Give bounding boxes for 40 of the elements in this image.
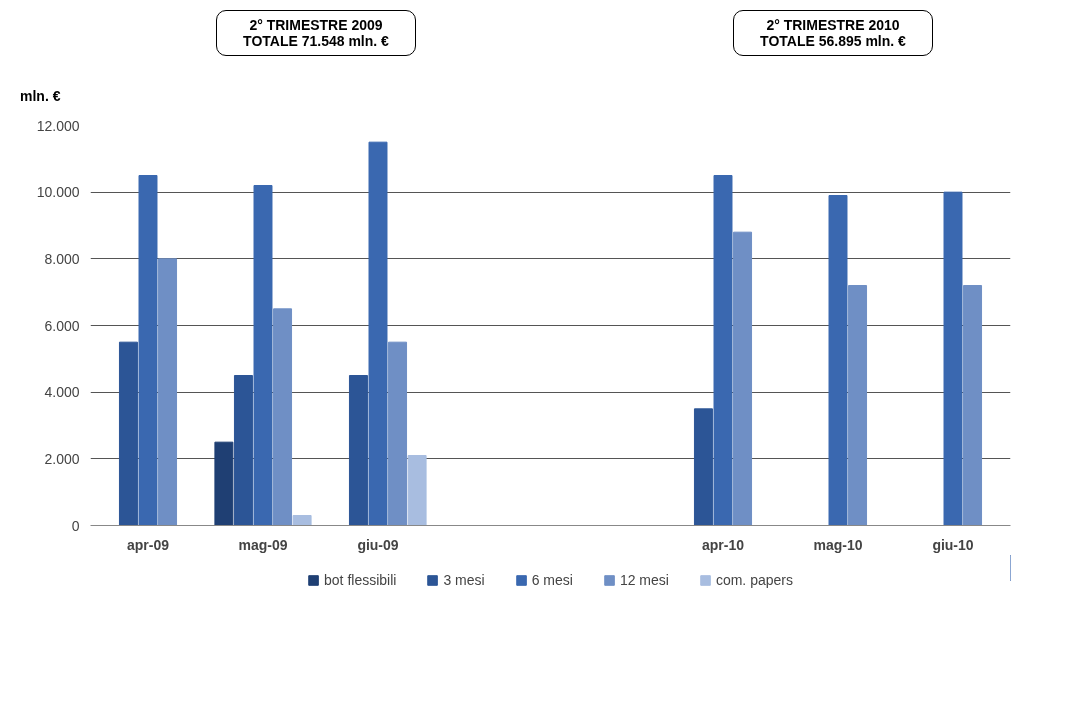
legend-label: bot flessibili [324, 572, 397, 588]
bar [253, 185, 273, 526]
y-tick-label: 8.000 [44, 250, 80, 267]
y-tick-label: 10.000 [36, 184, 80, 201]
x-tick-label: apr-10 [701, 536, 745, 553]
bar [407, 455, 427, 526]
y-tick-label: 6.000 [44, 317, 80, 334]
legend-label: 6 mesi [531, 572, 573, 588]
bar [273, 308, 293, 526]
bar [118, 341, 138, 526]
x-tick-label: giu-09 [357, 536, 399, 553]
y-axis-title: mln. € [20, 88, 61, 104]
bar [943, 191, 963, 526]
y-tick-label: 12.000 [36, 117, 80, 134]
bar [693, 408, 713, 526]
legend-label: com. papers [715, 572, 793, 588]
legend-label: 3 mesi [443, 572, 485, 588]
y-tick-label: 4.000 [44, 384, 80, 401]
x-tick-label: mag-09 [238, 536, 288, 553]
bar [733, 231, 753, 526]
bar [848, 285, 868, 526]
text: 2° TRIMESTRE 2010 TOTALE 56.895 mln. € [733, 10, 933, 56]
bar [388, 341, 408, 526]
x-tick-label: apr-09 [126, 536, 170, 553]
text: 2° TRIMESTRE 2009 TOTALE 71.548 mln. € [216, 10, 416, 56]
bar [233, 375, 253, 526]
y-tick-label: 0 [71, 517, 80, 534]
bar [713, 175, 733, 526]
bar [348, 375, 368, 526]
legend-label: 12 mesi [619, 572, 669, 588]
bar [828, 195, 848, 526]
bar [292, 515, 312, 526]
bar [214, 441, 234, 526]
y-tick-label: 2.000 [44, 450, 80, 467]
bar [138, 175, 158, 526]
x-tick-label: giu-10 [932, 536, 974, 553]
x-tick-label: mag-10 [813, 536, 863, 553]
bar [963, 285, 983, 526]
bar [368, 141, 388, 526]
bar [158, 258, 178, 526]
